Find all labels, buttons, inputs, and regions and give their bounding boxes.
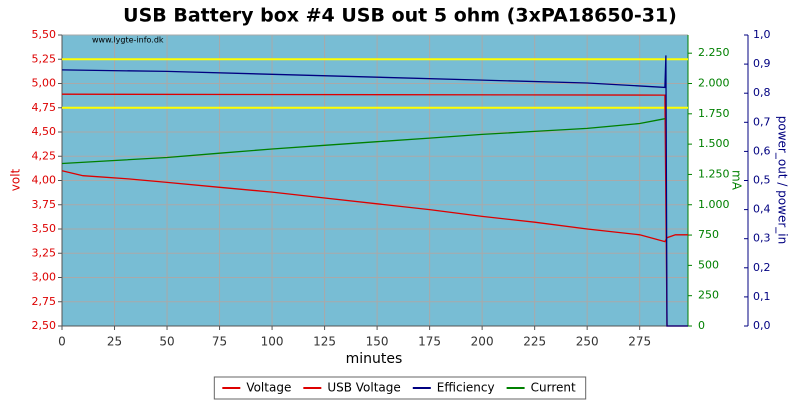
y-tick-label: 4,00 — [32, 174, 57, 187]
y3-tick-label: 0,2 — [753, 261, 771, 274]
series-line — [61, 118, 666, 165]
y2-tick-label: 2.000 — [698, 77, 730, 90]
y-tick-label: 5,00 — [32, 77, 57, 90]
legend-box — [213, 376, 587, 400]
y-tick-label: 4,25 — [32, 149, 57, 162]
legend: Voltage USB Voltage Efficiency Current — [213, 376, 587, 400]
legend-label: Efficiency — [437, 381, 495, 395]
x-tick-label: 50 — [159, 335, 174, 349]
y2-tick-label: 750 — [698, 228, 719, 241]
y3-tick-label: 0,3 — [753, 232, 771, 245]
y3-tick-label: 0,7 — [753, 115, 771, 128]
legend-label: Current — [531, 381, 576, 395]
y2-tick-label: 250 — [698, 289, 719, 302]
x-tick-label: 0 — [58, 335, 66, 349]
x-tick-label: 125 — [313, 335, 336, 349]
y2-tick-label: 500 — [698, 258, 719, 271]
y-tick-label: 5,50 — [32, 28, 57, 41]
x-tick-label: 25 — [107, 335, 122, 349]
x-axis-label: minutes — [346, 351, 403, 367]
y3-tick-label: 0,0 — [753, 319, 771, 332]
y3-tick-label: 0,9 — [753, 57, 771, 70]
y3-tick-label: 0,4 — [753, 203, 771, 216]
y2-tick-label: 1.000 — [698, 198, 730, 211]
y-tick-label: 3,00 — [32, 271, 57, 284]
legend-label: Voltage — [246, 381, 291, 395]
x-tick-label: 175 — [418, 335, 441, 349]
y-tick-label: 5,25 — [32, 52, 57, 65]
y-tick-label: 4,50 — [32, 125, 57, 138]
y2-tick-label: 1.250 — [698, 167, 730, 180]
chart-title: USB Battery box #4 USB out 5 ohm (3xPA18… — [123, 5, 677, 27]
x-tick-label: 275 — [628, 335, 651, 349]
y-tick-label: 2,75 — [32, 295, 57, 308]
y-tick-label: 3,75 — [32, 198, 57, 211]
y-axis-label: volt — [9, 168, 23, 191]
y3-axis-label: power_out / power_in — [776, 116, 790, 244]
y3-tick-label: 0,1 — [753, 290, 771, 303]
y-tick-label: 3,50 — [32, 222, 57, 235]
x-tick-label: 200 — [471, 335, 494, 349]
y-tick-label: 3,25 — [32, 246, 57, 259]
y3-tick-label: 0,6 — [753, 144, 771, 157]
y3-tick-label: 0,5 — [753, 174, 771, 187]
legend-label: USB Voltage — [327, 381, 400, 395]
x-tick-label: 250 — [576, 335, 599, 349]
x-tick-label: 75 — [212, 335, 227, 349]
y2-tick-label: 0 — [698, 319, 705, 332]
y2-axis-label: mA — [730, 170, 744, 191]
y2-tick-label: 2.250 — [698, 46, 730, 59]
y-tick-label: 4,75 — [32, 101, 57, 114]
y3-tick-label: 1,0 — [753, 28, 771, 41]
y-tick-label: 2,50 — [32, 319, 57, 332]
x-tick-label: 225 — [523, 335, 546, 349]
annotation: www.lygte-info.dk — [92, 36, 164, 45]
y3-tick-label: 0,8 — [753, 86, 771, 99]
y2-tick-label: 1.500 — [698, 137, 730, 150]
series-line — [61, 55, 688, 327]
x-tick-label: 100 — [261, 335, 284, 349]
x-tick-label: 150 — [366, 335, 389, 349]
y2-tick-label: 1.750 — [698, 107, 730, 120]
